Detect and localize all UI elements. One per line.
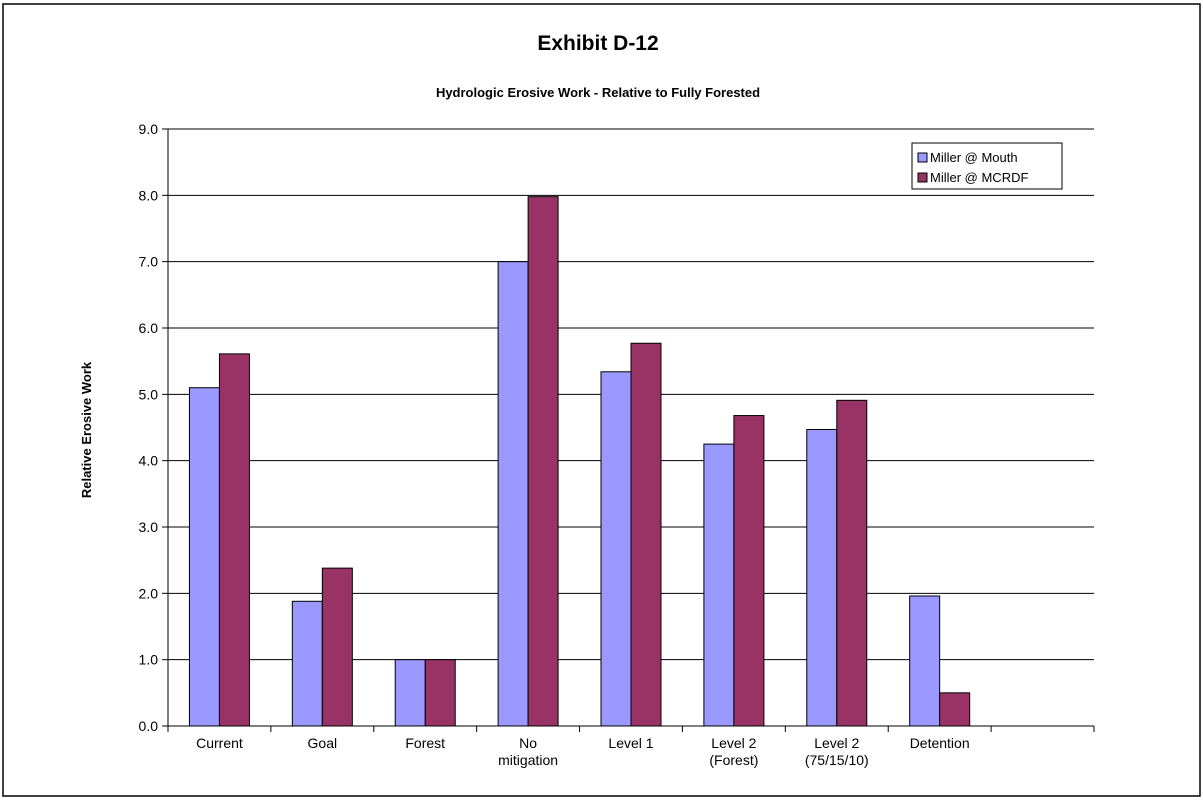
y-tick-label: 3.0 — [139, 519, 159, 535]
bar-mouth — [291, 600, 323, 727]
bar-mcrdf — [836, 399, 868, 727]
y-tick-label: 5.0 — [139, 386, 159, 402]
y-tick-label: 2.0 — [139, 585, 159, 601]
bar-mcrdf — [321, 567, 353, 727]
bar-mcrdf — [424, 659, 456, 727]
bar-mouth — [394, 659, 426, 727]
y-tick-label: 4.0 — [139, 453, 159, 469]
bar-mouth — [600, 371, 632, 727]
legend-swatch — [917, 172, 928, 183]
y-tick-label: 7.0 — [139, 254, 159, 270]
x-tick-label: Level 2 — [814, 735, 859, 751]
y-tick-label: 0.0 — [139, 718, 159, 734]
y-tick-label: 9.0 — [139, 121, 159, 137]
bar-mcrdf — [527, 196, 559, 727]
x-tick-label: Detention — [910, 735, 970, 751]
bar-mouth — [188, 387, 220, 727]
chart-subtitle: Hydrologic Erosive Work - Relative to Fu… — [436, 85, 760, 100]
x-tick-label: Level 2 — [711, 735, 756, 751]
chart-title: Exhibit D-12 — [537, 32, 658, 55]
x-tick-label: Forest — [405, 735, 445, 751]
x-tick-label: Current — [196, 735, 243, 751]
x-tick-label: (75/15/10) — [805, 752, 869, 768]
bar-mouth — [909, 595, 941, 727]
bars — [188, 196, 971, 727]
bar-mcrdf — [630, 342, 662, 727]
y-axis-label: Relative Erosive Work — [79, 361, 94, 498]
axes — [162, 128, 1095, 732]
y-tick-label: 8.0 — [139, 187, 159, 203]
legend-label: Miller @ MCRDF — [930, 170, 1028, 185]
bar-mouth — [703, 443, 735, 727]
y-tick-label: 6.0 — [139, 320, 159, 336]
bar-mcrdf — [218, 353, 250, 727]
bar-mouth — [497, 261, 529, 727]
legend-label: Miller @ Mouth — [930, 150, 1018, 165]
y-tick-label: 1.0 — [139, 652, 159, 668]
legend: Miller @ Mouth Miller @ MCRDF — [911, 142, 1063, 190]
bar-mouth — [806, 428, 838, 727]
bar-mcrdf — [939, 692, 971, 727]
legend-box — [911, 142, 1063, 190]
y-tick-labels: 0.0 1.0 2.0 3.0 4.0 5.0 6.0 7.0 8.0 9.0 — [139, 121, 159, 734]
legend-swatch — [917, 152, 928, 163]
x-tick-label: mitigation — [498, 752, 558, 768]
x-tick-label: (Forest) — [709, 752, 758, 768]
x-tick-label: No — [519, 735, 537, 751]
x-tick-label: Level 1 — [608, 735, 653, 751]
x-tick-label: Goal — [308, 735, 338, 751]
bar-mcrdf — [733, 415, 765, 727]
